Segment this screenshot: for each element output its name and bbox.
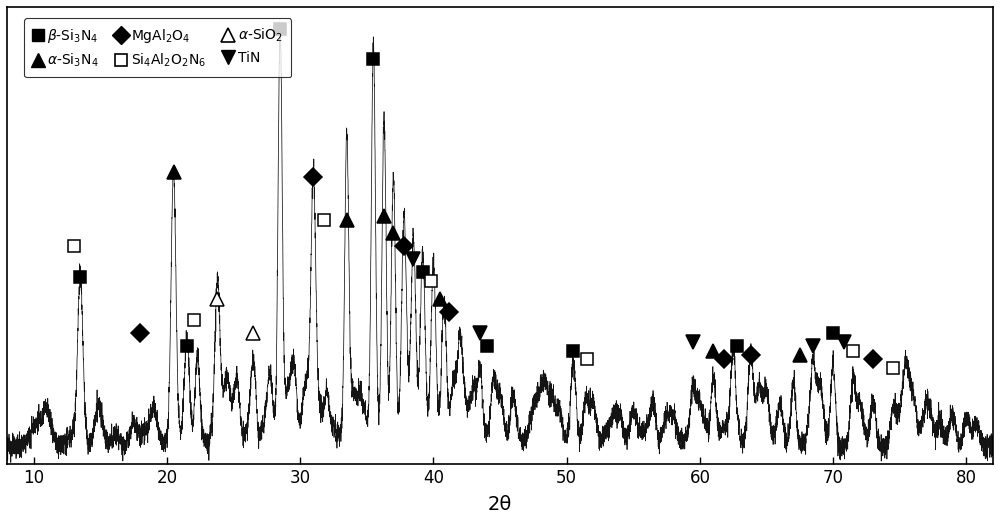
X-axis label: 2θ: 2θ bbox=[488, 495, 512, 514]
Legend: $\beta$-Si$_3$N$_4$, $\alpha$-Si$_3$N$_4$, MgAl$_2$O$_4$, Si$_4$Al$_2$O$_2$N$_6$: $\beta$-Si$_3$N$_4$, $\alpha$-Si$_3$N$_4… bbox=[24, 18, 291, 78]
